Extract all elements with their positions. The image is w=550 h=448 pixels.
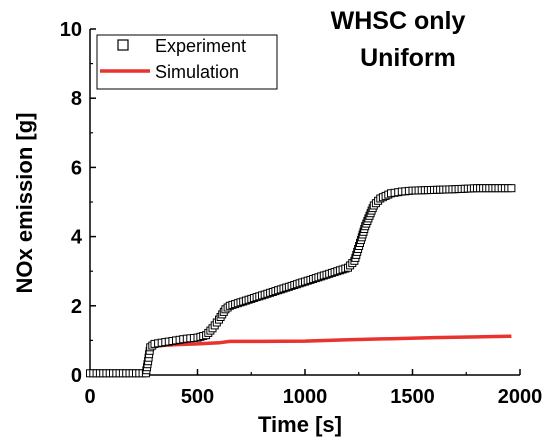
legend-experiment-marker <box>117 39 129 51</box>
experiment-point <box>507 184 516 193</box>
x-tick-label: 0 <box>84 386 95 408</box>
legend: Experiment Simulation <box>96 34 278 90</box>
y-tick-label: 4 <box>71 227 83 249</box>
experiment-series <box>86 184 516 378</box>
y-tick-label: 6 <box>71 157 82 179</box>
y-axis-title: NOx emission [g] <box>12 113 37 294</box>
legend-simulation-label: Simulation <box>155 62 239 82</box>
y-tick-label: 0 <box>71 365 82 387</box>
legend-experiment-label: Experiment <box>155 36 246 56</box>
x-axis-title: Time [s] <box>258 412 342 437</box>
chart-title-line-1: WHSC only <box>331 7 466 35</box>
chart-title-line-2: Uniform <box>360 44 456 72</box>
x-tick-label: 1500 <box>390 386 435 408</box>
y-tick-label: 10 <box>60 19 82 41</box>
x-tick-label: 500 <box>181 386 214 408</box>
y-tick-label: 8 <box>71 88 82 110</box>
x-tick-label: 1000 <box>283 386 328 408</box>
x-axis-ticks: 0 500 1000 1500 2000 <box>84 369 542 408</box>
y-axis-ticks: 0 2 4 6 8 10 <box>60 19 96 387</box>
x-tick-label: 2000 <box>498 386 543 408</box>
y-tick-label: 2 <box>71 296 82 318</box>
